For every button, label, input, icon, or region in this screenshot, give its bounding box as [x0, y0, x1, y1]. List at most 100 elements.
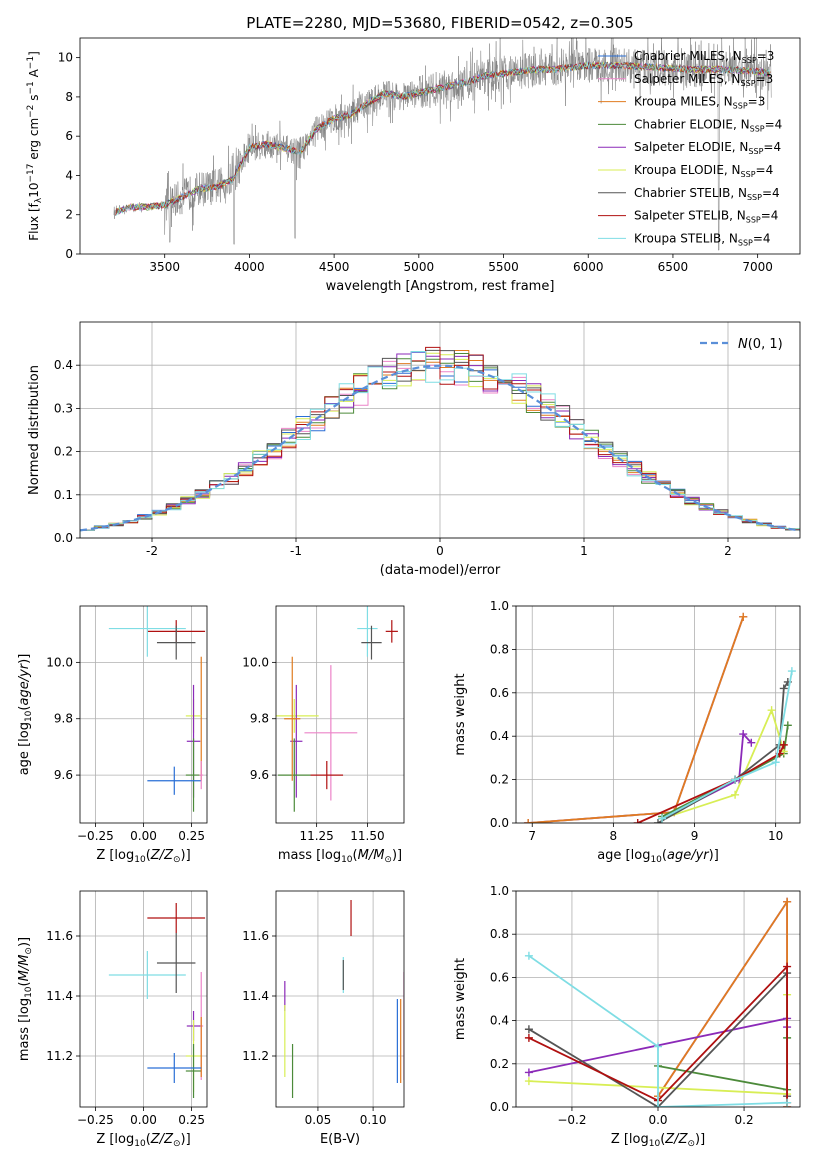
x-tick-label: 7	[528, 829, 536, 843]
weight-series-line	[661, 725, 789, 818]
label-part: =3	[756, 72, 774, 86]
weight-point-marker	[524, 1068, 533, 1077]
label-part: N	[738, 337, 748, 352]
y-tick-label: 9.6	[250, 768, 269, 782]
weight-point-marker	[654, 1042, 662, 1051]
legend-label: Chabrier ELODIE, NSSP=4	[634, 117, 782, 133]
weight-point-marker	[783, 1098, 792, 1107]
weight-series-line	[657, 898, 788, 1107]
label-part: SSP	[747, 193, 762, 202]
weight-point-marker	[524, 1077, 533, 1086]
y-tick-label: 0.1	[54, 488, 73, 502]
x-tick-label: 0.25	[178, 1113, 205, 1127]
plot-area	[284, 900, 404, 1098]
y-tick-label: 11.4	[46, 989, 73, 1003]
weight-point-marker	[739, 730, 748, 739]
y-tick-label: 1.0	[490, 884, 509, 898]
axes-frame	[515, 605, 801, 824]
label-part: ⊙	[687, 1139, 695, 1149]
weight-point-marker	[739, 612, 748, 621]
axes-frame	[79, 605, 208, 824]
x-tick-label: 2	[724, 544, 732, 558]
weight-point-marker	[783, 962, 792, 971]
label-part: (0, 1)	[748, 337, 783, 352]
x-axis-label: mass [log10(M/M⊙)]	[278, 848, 402, 865]
y-axis-label: age [log10(age/yr)]	[17, 654, 34, 776]
weight-series-line	[637, 744, 785, 823]
errorbar-point	[108, 606, 186, 657]
label-part: =3	[757, 49, 775, 63]
weight-series-line	[661, 707, 785, 820]
y-tick-label: 0.2	[490, 773, 509, 787]
weight-point-marker	[524, 819, 533, 823]
axes-frame	[79, 321, 801, 539]
plot-area	[108, 903, 206, 1098]
label-part: M/M	[17, 955, 32, 982]
errorbar-point	[278, 738, 311, 812]
y-tick-label: 11.4	[242, 989, 269, 1003]
panel-residuals: -2 -1 0 1 2 0.0 0.1 0.2 0.3 0.4	[54, 321, 801, 558]
label-part: age/yr	[17, 662, 32, 705]
label-part: SSP	[741, 170, 756, 179]
weight-series-line	[528, 964, 788, 1103]
y-tick-label: 4	[65, 168, 73, 182]
grid	[516, 605, 800, 824]
y-axis-label: Flux [fλ10−17 erg cm−2 s−1 A−1]	[26, 51, 44, 241]
label-part: mass [log	[278, 848, 341, 863]
label-part: ⊙	[24, 947, 34, 955]
x-tick-label: -1	[290, 544, 302, 558]
label-part: Z/Z	[150, 848, 174, 863]
label-part: Flux [f	[27, 202, 41, 240]
x-tick-label: 0.2	[735, 1113, 754, 1127]
x-tick-label: 0.0	[648, 1113, 667, 1127]
label-part: =4	[762, 186, 780, 200]
errorbar-point	[304, 665, 358, 801]
y-tick-label: 6	[65, 129, 73, 143]
x-tick-label: 8	[610, 829, 618, 843]
weight-point-marker	[654, 819, 662, 823]
y-tick-label: 2	[65, 208, 73, 222]
label-part: (	[353, 848, 358, 863]
errorbar-point	[147, 903, 206, 933]
label-part: 10	[27, 183, 41, 198]
x-tick-label: 6000	[573, 260, 604, 274]
legend-label: Kroupa ELODIE, NSSP=4	[634, 163, 773, 179]
label-part: )]	[392, 848, 402, 863]
x-tick-label: 4500	[319, 260, 350, 274]
y-tick-label: 0.3	[54, 401, 73, 415]
normal-legend-label: N(0, 1)	[738, 337, 783, 352]
y-tick-label: 0.0	[490, 816, 509, 830]
label-part: 10	[650, 855, 662, 865]
label-part: 10	[24, 710, 34, 722]
weight-series-line	[661, 670, 793, 820]
label-part: mass [log	[17, 998, 32, 1061]
model-spectrum-line	[115, 60, 771, 216]
weight-point-marker	[771, 758, 780, 767]
x-tick-label: 1	[580, 544, 588, 558]
x-axis-label: E(B-V)	[320, 1132, 360, 1147]
x-tick-label: 9	[691, 829, 699, 843]
label-part: SSP	[738, 238, 753, 247]
legend-label: Salpeter ELODIE, NSSP=4	[634, 140, 781, 156]
weight-point-marker	[779, 684, 788, 693]
x-tick-label: 11.50	[350, 829, 384, 843]
label-part: Z/Z	[664, 1132, 688, 1147]
y-tick-label: 10.0	[242, 655, 269, 669]
legend-label: Kroupa MILES, NSSP=3	[634, 95, 765, 111]
label-part: Z [log	[96, 1132, 134, 1147]
weight-point-marker	[747, 738, 756, 747]
y-tick-label: 0.6	[490, 970, 509, 984]
label-part: =4	[753, 231, 771, 245]
y-tick-label: 10.0	[46, 655, 73, 669]
x-axis-label: Z [log10(Z/Z⊙)]	[611, 1132, 705, 1149]
label-part: Kroupa MILES, N	[634, 95, 733, 109]
panel-age_vs_Z: −0.25 0.00 0.25 9.6 9.8 10.0	[46, 605, 208, 843]
label-part: erg cm	[27, 118, 41, 164]
label-part: (	[660, 1132, 665, 1147]
label-part: Chabrier ELODIE, N	[634, 117, 750, 131]
label-part: Salpeter ELODIE, N	[634, 140, 748, 154]
label-part: SSP	[733, 102, 748, 111]
legend-label: Salpeter MILES, NSSP=3	[634, 72, 773, 88]
label-part: (	[17, 706, 32, 711]
